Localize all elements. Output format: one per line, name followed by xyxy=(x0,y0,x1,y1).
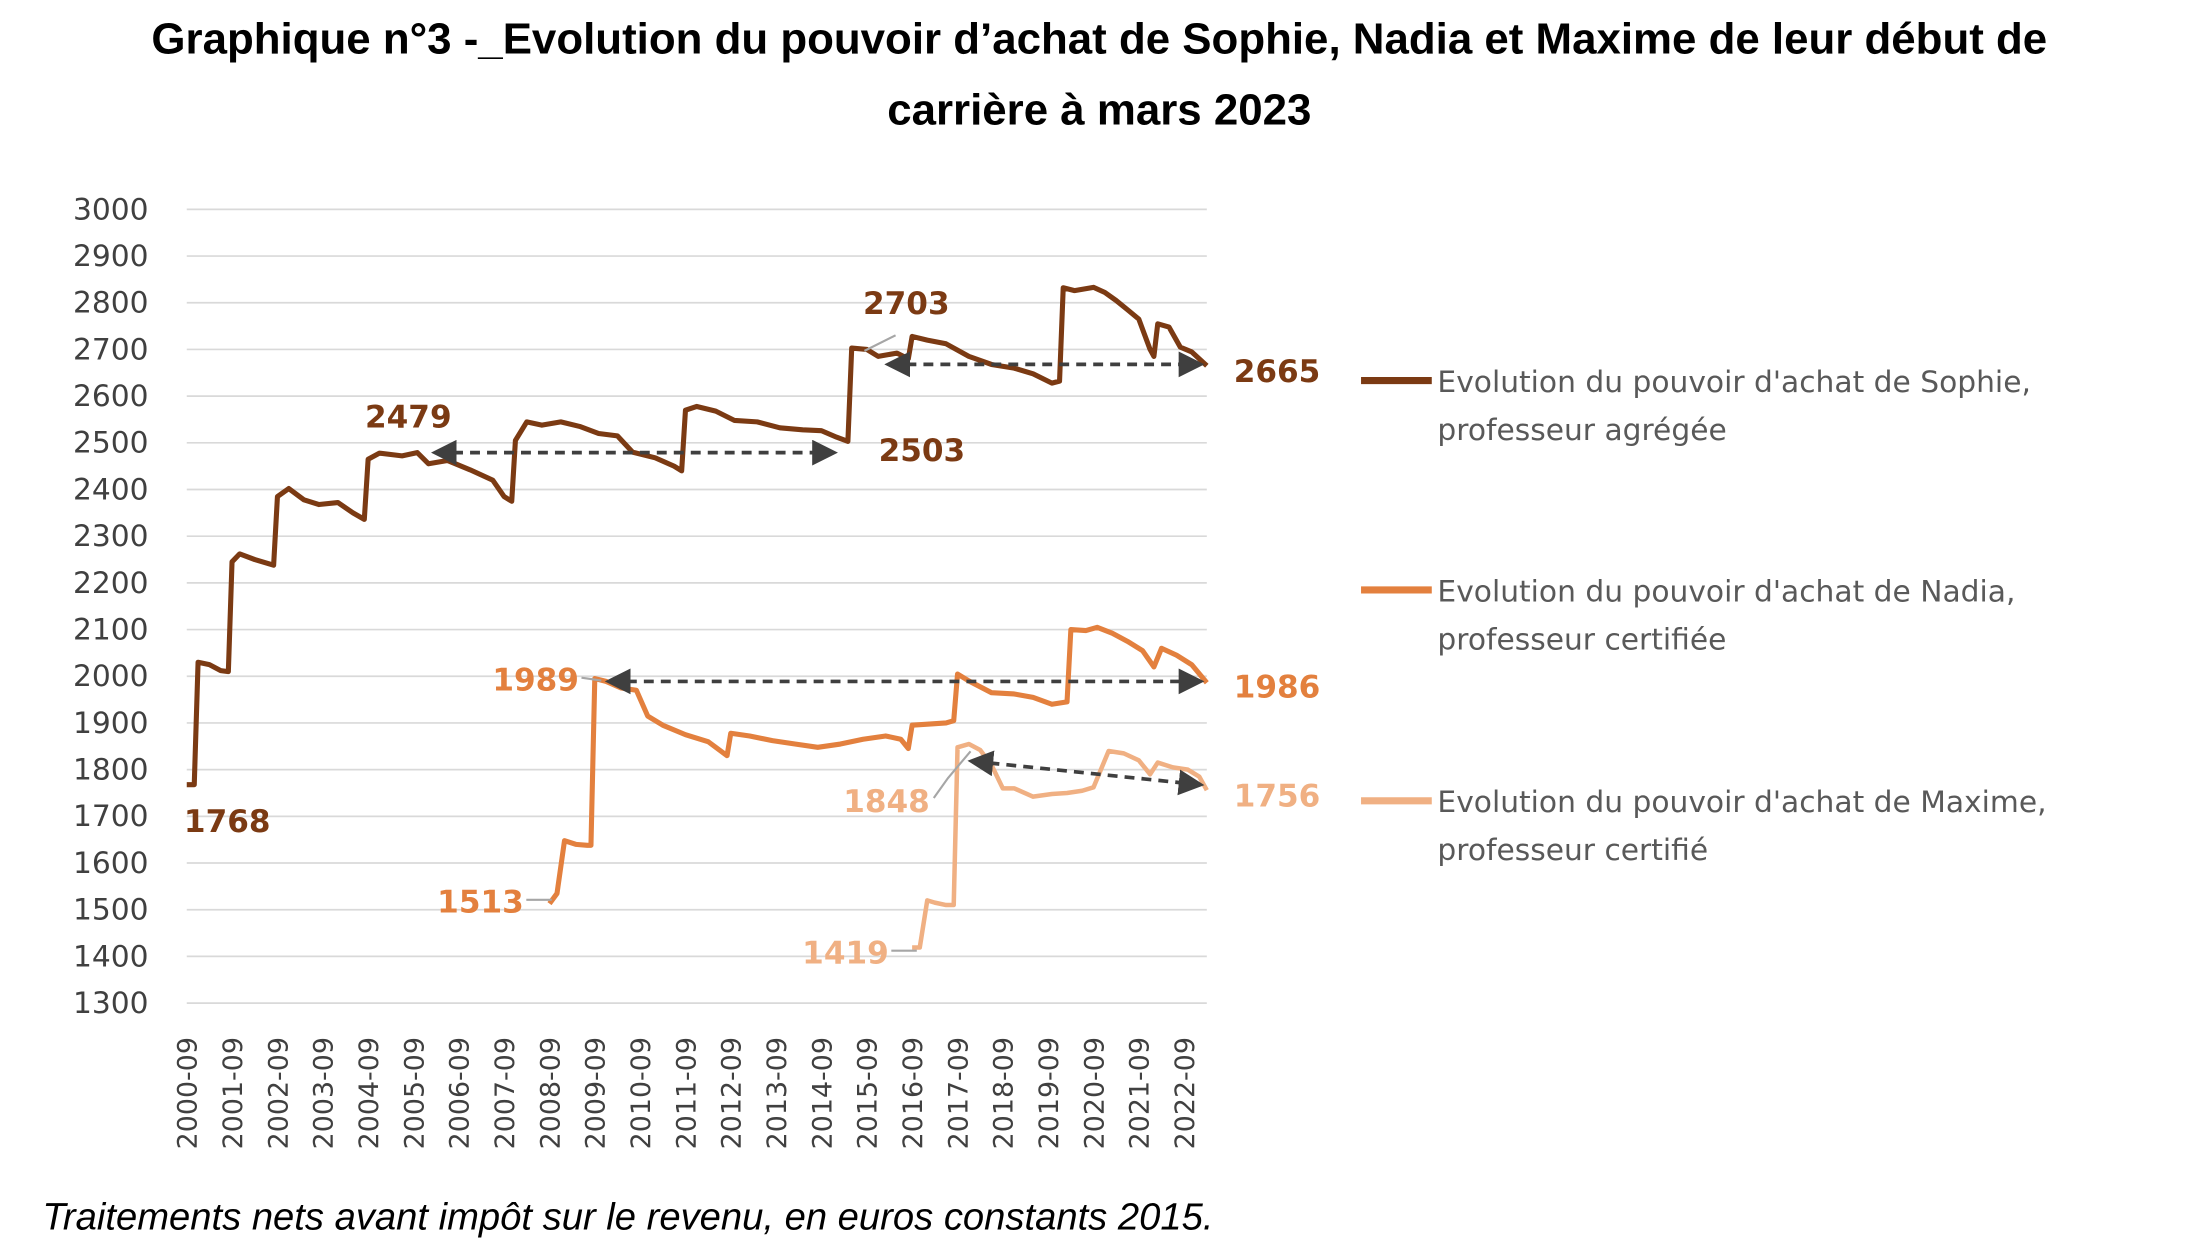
y-tick-label: 1900 xyxy=(73,706,149,741)
x-tick-label: 2013-09 xyxy=(762,1037,793,1149)
legend-label-maxime: Evolution du pouvoir d'achat de Maxime, xyxy=(1437,785,2046,820)
x-tick-label: 2009-09 xyxy=(581,1037,612,1149)
y-tick-label: 2200 xyxy=(73,566,149,601)
data-label-2703: 2703 xyxy=(863,286,950,322)
x-tick-label: 2001-09 xyxy=(218,1037,249,1149)
data-label-1513: 1513 xyxy=(437,885,524,921)
y-tick-label: 2800 xyxy=(73,286,149,321)
x-tick-label: 2018-09 xyxy=(989,1037,1020,1149)
legend-label-nadia: Evolution du pouvoir d'achat de Nadia, xyxy=(1437,574,2015,609)
chart-footnote: Traitements nets avant impôt sur le reve… xyxy=(42,1195,1213,1238)
x-tick-label: 2012-09 xyxy=(717,1037,748,1149)
y-tick-label: 1600 xyxy=(73,846,149,881)
y-tick-label: 3000 xyxy=(73,192,149,227)
series-lines xyxy=(186,284,1209,950)
gridlines xyxy=(186,208,1207,1004)
data-label-1756: 1756 xyxy=(1234,778,1321,814)
y-tick-label: 2500 xyxy=(73,426,149,461)
comparison-arrow xyxy=(967,750,1205,796)
x-tick-label: 2010-09 xyxy=(626,1037,657,1149)
legend-label-sophie: Evolution du pouvoir d'achat de Sophie, xyxy=(1437,365,2030,400)
comparison-arrows xyxy=(430,351,1205,796)
leader-line xyxy=(863,334,897,352)
legend-label-maxime: professeur certifié xyxy=(1437,833,1708,868)
y-tick-label: 1400 xyxy=(73,939,149,974)
x-tick-label: 2000-09 xyxy=(173,1037,204,1149)
y-tick-label: 1700 xyxy=(73,799,149,834)
data-label-2479: 2479 xyxy=(365,399,452,435)
x-tick-label: 2007-09 xyxy=(490,1037,521,1149)
x-axis-tick-labels: 2000-09 2001-09 2002-09 2003-09 2004-09 2005-… xyxy=(173,1037,1201,1149)
x-tick-label: 2021-09 xyxy=(1125,1037,1156,1149)
chart-title-line-2: carrière à mars 2023 xyxy=(887,86,1311,135)
x-tick-label: 2002-09 xyxy=(263,1037,294,1149)
legend-label-sophie: professeur agrégée xyxy=(1437,413,1726,448)
data-label-2503: 2503 xyxy=(879,433,966,469)
y-tick-label: 1300 xyxy=(73,986,149,1021)
x-tick-label: 2005-09 xyxy=(399,1037,430,1149)
x-tick-label: 2004-09 xyxy=(354,1037,385,1149)
annotation-leaders xyxy=(526,334,972,952)
y-tick-label: 2100 xyxy=(73,612,149,647)
y-tick-label: 2400 xyxy=(73,472,149,507)
data-label-2665: 2665 xyxy=(1234,354,1321,390)
legend-label-nadia: professeur certifiée xyxy=(1437,622,1726,657)
y-tick-label: 2700 xyxy=(73,332,149,367)
x-tick-label: 2011-09 xyxy=(671,1037,702,1149)
leader-line xyxy=(932,750,972,799)
data-label-1768: 1768 xyxy=(184,804,271,840)
y-tick-label: 2300 xyxy=(73,519,149,554)
data-label-1848: 1848 xyxy=(843,784,930,820)
x-tick-label: 2017-09 xyxy=(943,1037,974,1149)
data-labels: 1768 2479 2503 2703 2665 1989 1513 1986 1848 1419… xyxy=(184,286,1320,971)
x-tick-label: 2006-09 xyxy=(445,1037,476,1149)
x-tick-label: 2015-09 xyxy=(853,1037,884,1149)
data-label-1419: 1419 xyxy=(802,935,889,971)
y-tick-label: 2600 xyxy=(73,379,149,414)
data-label-1989: 1989 xyxy=(492,662,579,698)
x-tick-label: 2014-09 xyxy=(807,1037,838,1149)
x-tick-label: 2008-09 xyxy=(535,1037,566,1149)
series-line-maxime xyxy=(912,741,1209,950)
y-tick-label: 2000 xyxy=(73,659,149,694)
x-tick-label: 2016-09 xyxy=(898,1037,929,1149)
x-tick-label: 2019-09 xyxy=(1034,1037,1065,1149)
y-tick-label: 1800 xyxy=(73,753,149,788)
x-tick-label: 2003-09 xyxy=(309,1037,340,1149)
y-tick-label: 2900 xyxy=(73,239,149,274)
chart-title-line-1: Graphique n°3 -_Evolution du pouvoir d’a… xyxy=(151,15,2047,64)
y-axis-tick-labels: 3000 2900 2800 2700 2600 2500 2400 2300 2200 2100… xyxy=(73,192,149,1021)
x-tick-label: 2022-09 xyxy=(1170,1037,1201,1149)
y-tick-label: 1500 xyxy=(73,893,149,928)
x-tick-label: 2020-09 xyxy=(1079,1037,1110,1149)
data-label-1986: 1986 xyxy=(1234,669,1321,705)
leader-line xyxy=(581,676,602,682)
legend: Evolution du pouvoir d'achat de Sophie, p… xyxy=(1361,365,2047,868)
